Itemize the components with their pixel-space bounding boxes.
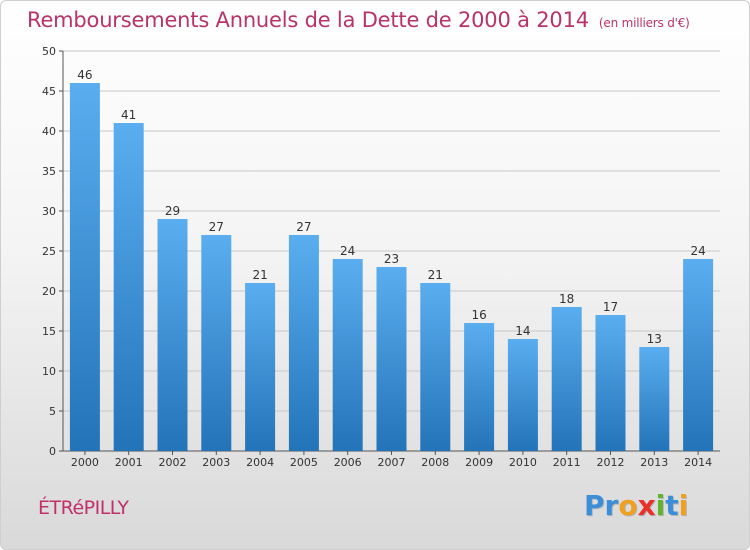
bar [69,83,100,451]
x-tick-label: 2013 [640,456,668,469]
x-tick-label: 2012 [597,456,625,469]
y-tick-label: 40 [42,125,56,138]
bar-value-label: 21 [428,268,443,282]
logo-letter: o [618,489,638,522]
bar [157,219,188,451]
logo-letter: x [637,489,656,522]
y-tick-label: 10 [42,365,56,378]
chart-unit-label: (en milliers d'€) [598,16,690,30]
bar-value-label: 24 [690,244,705,258]
x-tick-label: 2011 [553,456,581,469]
bar-value-label: 18 [559,292,574,306]
x-tick-label: 2004 [246,456,274,469]
bar-value-label: 23 [384,252,399,266]
bar [201,235,232,451]
y-tick-label: 35 [42,165,56,178]
x-tick-label: 2005 [290,456,318,469]
y-tick-label: 50 [42,45,56,58]
bar-value-label: 14 [515,324,530,338]
y-tick-label: 25 [42,245,56,258]
bar [683,259,714,451]
bar [595,315,626,451]
bar [376,267,407,451]
y-tick-label: 20 [42,285,56,298]
x-tick-label: 2008 [421,456,449,469]
y-tick-label: 30 [42,205,56,218]
bar [551,307,582,451]
bar [639,347,670,451]
proxiti-logo: Proxiti [584,489,688,522]
x-tick-label: 2001 [115,456,143,469]
bar [464,323,495,451]
x-tick-label: 2003 [202,456,230,469]
x-tick-label: 2002 [159,456,187,469]
commune-name: ÉTRéPILLY [38,497,129,519]
x-tick-label: 2010 [509,456,537,469]
bar-value-label: 24 [340,244,355,258]
bar-value-label: 41 [121,108,136,122]
x-tick-label: 2000 [71,456,99,469]
bar [507,339,538,451]
bar [420,283,451,451]
bar [113,123,144,451]
bar [332,259,363,451]
bar-value-label: 16 [471,308,486,322]
y-tick-label: 15 [42,325,56,338]
x-tick-label: 2007 [378,456,406,469]
bar-value-label: 13 [647,332,662,346]
y-tick-label: 0 [49,445,56,458]
bar-value-label: 46 [77,68,92,82]
y-tick-label: 5 [49,405,56,418]
bar-value-label: 27 [209,220,224,234]
x-tick-label: 2006 [334,456,362,469]
logo-letter: i [678,489,689,522]
logo-letter: P [584,489,605,522]
bar-value-label: 17 [603,300,618,314]
chart-title-text: Remboursements Annuels de la Dette de 20… [27,8,589,32]
bar-value-label: 29 [165,204,180,218]
y-tick-label: 45 [42,85,56,98]
x-tick-label: 2014 [684,456,712,469]
logo-letter: t [665,489,679,522]
bar [245,283,276,451]
bar-value-label: 21 [252,268,267,282]
bar-value-label: 27 [296,220,311,234]
x-tick-label: 2009 [465,456,493,469]
bar [288,235,319,451]
logo-letter: i [655,489,666,522]
chart-title: Remboursements Annuels de la Dette de 20… [27,8,690,32]
logo-letter: r [604,489,619,522]
